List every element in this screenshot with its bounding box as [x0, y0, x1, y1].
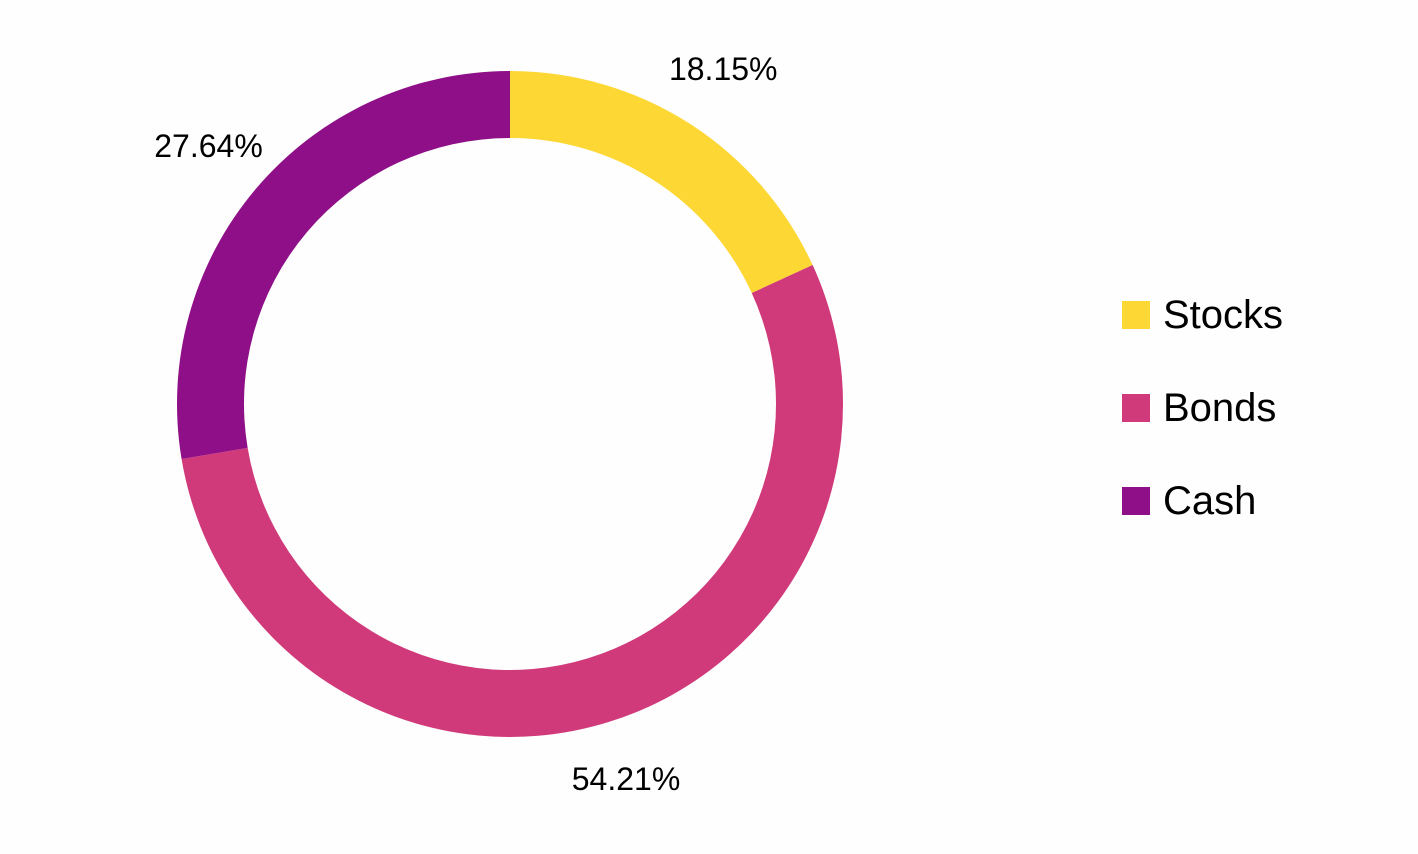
data-label-stocks: 18.15%: [669, 51, 778, 87]
legend-item-stocks: Stocks: [1122, 292, 1283, 338]
legend-swatch-bonds: [1122, 394, 1150, 422]
slice-cash: [177, 71, 511, 459]
data-labels: 18.15% 54.21% 27.64%: [154, 51, 777, 797]
legend-item-cash: Cash: [1122, 478, 1283, 524]
legend-item-bonds: Bonds: [1122, 385, 1283, 431]
data-label-bonds: 54.21%: [572, 761, 681, 797]
slice-stocks: [510, 71, 813, 294]
legend-swatch-stocks: [1122, 301, 1150, 329]
legend-label-cash: Cash: [1163, 478, 1257, 523]
legend: Stocks Bonds Cash: [1122, 292, 1283, 571]
donut-slices: [177, 71, 844, 738]
legend-swatch-cash: [1122, 487, 1150, 515]
legend-label-bonds: Bonds: [1163, 385, 1277, 430]
slice-bonds: [181, 265, 844, 738]
legend-label-stocks: Stocks: [1163, 292, 1284, 337]
data-label-cash: 27.64%: [154, 128, 263, 164]
